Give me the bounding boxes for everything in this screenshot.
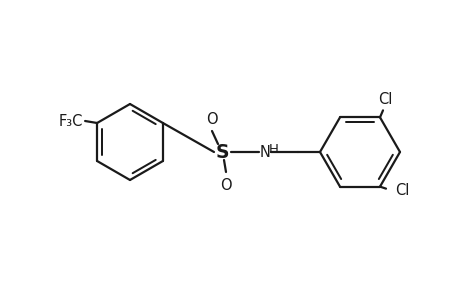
Text: S: S [215,142,228,161]
Text: N: N [259,145,270,160]
Text: F₃C: F₃C [59,113,83,128]
Text: O: O [220,178,231,193]
Text: Cl: Cl [377,92,392,107]
Text: O: O [206,112,218,127]
Text: H: H [269,142,278,155]
Text: Cl: Cl [394,183,409,198]
